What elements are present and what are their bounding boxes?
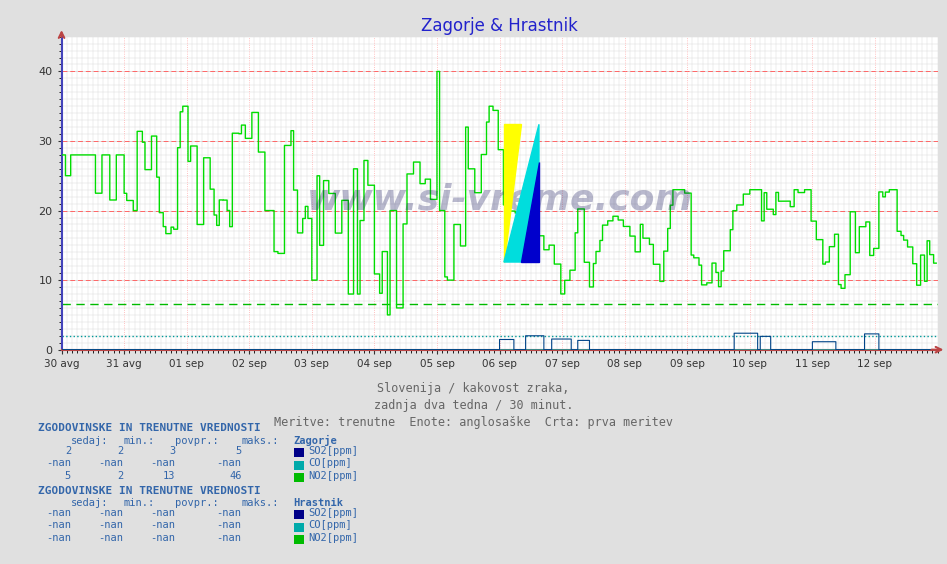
- Polygon shape: [504, 124, 539, 262]
- Text: min.:: min.:: [123, 436, 154, 446]
- Text: Hrastnik: Hrastnik: [294, 498, 344, 508]
- Text: -nan: -nan: [151, 459, 175, 469]
- Text: 2: 2: [64, 446, 71, 456]
- Text: 5: 5: [235, 446, 241, 456]
- Text: -nan: -nan: [151, 521, 175, 531]
- Text: SO2[ppm]: SO2[ppm]: [308, 446, 358, 456]
- Text: -nan: -nan: [46, 459, 71, 469]
- Text: maks.:: maks.:: [241, 498, 279, 508]
- Text: -nan: -nan: [151, 533, 175, 543]
- Text: sedaj:: sedaj:: [71, 436, 109, 446]
- Text: 13: 13: [163, 471, 175, 481]
- Text: Meritve: trenutne  Enote: anglosaške  Crta: prva meritev: Meritve: trenutne Enote: anglosaške Crta…: [274, 416, 673, 429]
- Text: NO2[ppm]: NO2[ppm]: [308, 471, 358, 481]
- Text: www.si-vreme.com: www.si-vreme.com: [307, 182, 692, 217]
- Title: Zagorje & Hrastnik: Zagorje & Hrastnik: [421, 17, 578, 35]
- Text: 46: 46: [229, 471, 241, 481]
- Text: povpr.:: povpr.:: [175, 498, 219, 508]
- Text: CO[ppm]: CO[ppm]: [308, 521, 351, 531]
- Text: ZGODOVINSKE IN TRENUTNE VREDNOSTI: ZGODOVINSKE IN TRENUTNE VREDNOSTI: [38, 424, 260, 434]
- Text: 5: 5: [64, 471, 71, 481]
- Text: -nan: -nan: [217, 533, 241, 543]
- Text: Zagorje: Zagorje: [294, 435, 337, 446]
- Text: zadnja dva tedna / 30 minut.: zadnja dva tedna / 30 minut.: [374, 399, 573, 412]
- Polygon shape: [504, 124, 522, 262]
- Text: NO2[ppm]: NO2[ppm]: [308, 533, 358, 543]
- Text: sedaj:: sedaj:: [71, 498, 109, 508]
- Text: -nan: -nan: [217, 508, 241, 518]
- Text: 3: 3: [169, 446, 175, 456]
- Text: -nan: -nan: [98, 459, 123, 469]
- Text: -nan: -nan: [217, 521, 241, 531]
- Text: SO2[ppm]: SO2[ppm]: [308, 508, 358, 518]
- Text: 2: 2: [116, 471, 123, 481]
- Text: -nan: -nan: [151, 508, 175, 518]
- Text: CO[ppm]: CO[ppm]: [308, 459, 351, 469]
- Text: min.:: min.:: [123, 498, 154, 508]
- Text: -nan: -nan: [46, 508, 71, 518]
- Text: povpr.:: povpr.:: [175, 436, 219, 446]
- Text: -nan: -nan: [98, 521, 123, 531]
- Text: maks.:: maks.:: [241, 436, 279, 446]
- Text: 2: 2: [116, 446, 123, 456]
- Text: ZGODOVINSKE IN TRENUTNE VREDNOSTI: ZGODOVINSKE IN TRENUTNE VREDNOSTI: [38, 486, 260, 496]
- Text: -nan: -nan: [217, 459, 241, 469]
- Polygon shape: [522, 162, 539, 262]
- Text: -nan: -nan: [98, 508, 123, 518]
- Text: -nan: -nan: [46, 521, 71, 531]
- Text: -nan: -nan: [46, 533, 71, 543]
- Text: Slovenija / kakovost zraka,: Slovenija / kakovost zraka,: [377, 382, 570, 395]
- Text: -nan: -nan: [98, 533, 123, 543]
